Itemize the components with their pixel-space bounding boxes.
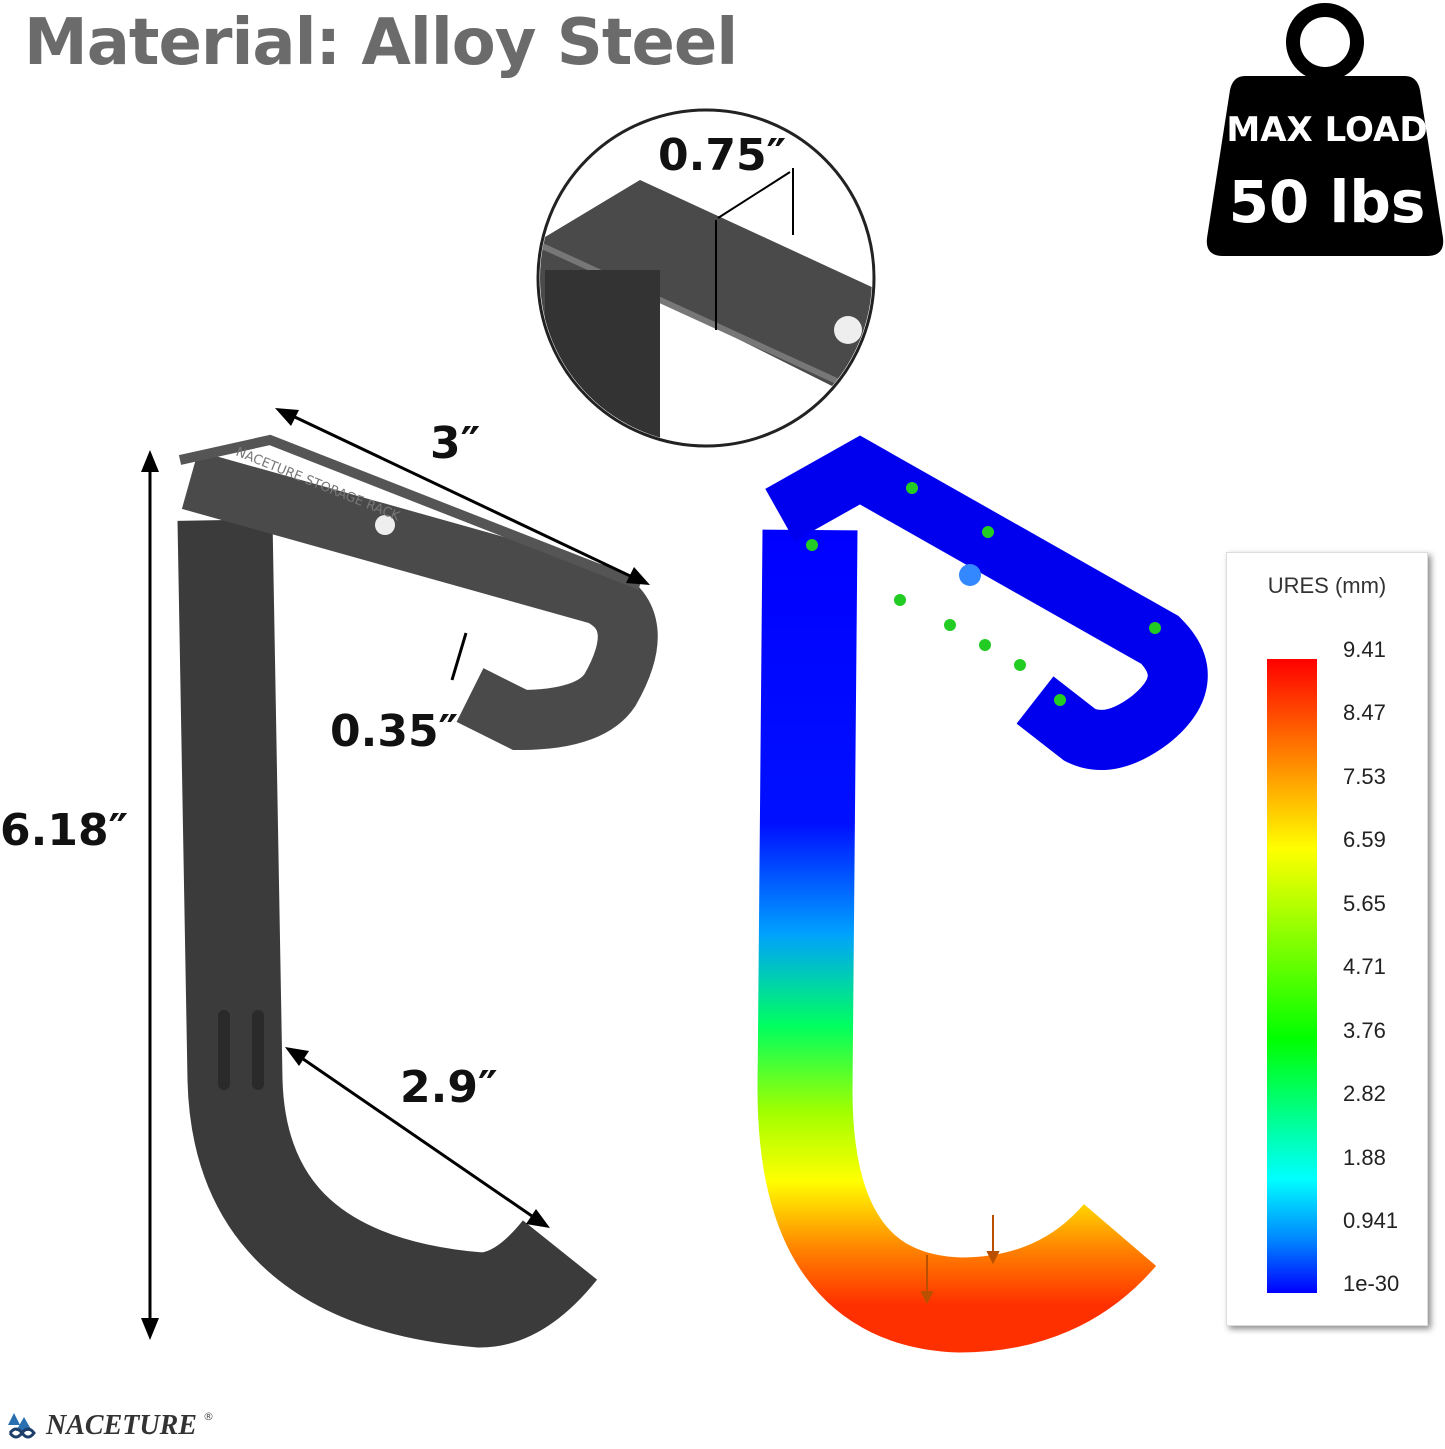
- legend-tick: 8.47: [1343, 700, 1386, 725]
- dim-width-top: 3″: [430, 418, 481, 469]
- weight-icon: [1206, 3, 1444, 256]
- dim-hook-depth: 2.9″: [400, 1062, 498, 1113]
- dim-strap-width: 0.75″: [658, 130, 787, 181]
- registered-mark: ®: [202, 1410, 214, 1423]
- color-scale-bar: [1267, 659, 1317, 1293]
- legend-tick: 4.71: [1343, 954, 1386, 979]
- dimension-lines: [141, 408, 650, 1340]
- strap-detail-callout: [536, 108, 876, 448]
- legend-tick: 7.53: [1343, 764, 1386, 789]
- brand-logo: NACETURE ®: [6, 1410, 214, 1442]
- hook-fea-simulation: [757, 435, 1208, 1353]
- max-load-label: MAX LOAD: [1226, 110, 1428, 150]
- dim-height: 6.18″: [0, 805, 129, 856]
- legend-tick: 6.59: [1343, 827, 1386, 852]
- legend-tick: 0.941: [1343, 1208, 1399, 1233]
- legend-tick: 1e-30: [1343, 1271, 1400, 1296]
- max-load-value: 50 lbs: [1228, 168, 1426, 236]
- brand-name: NACETURE: [46, 1410, 197, 1441]
- legend-tick: 5.65: [1343, 891, 1386, 916]
- brand-mark-icon: [8, 1413, 36, 1439]
- page-title: Material: Alloy Steel: [24, 6, 738, 80]
- legend-title: URES (mm): [1267, 573, 1387, 598]
- legend-tick: 1.88: [1343, 1145, 1386, 1170]
- legend-tick: 3.76: [1343, 1018, 1386, 1043]
- dim-thickness: 0.35″: [330, 706, 459, 757]
- hook-dimensioned: NACETURE STORAGE RACK: [177, 434, 658, 1348]
- legend-tick: 2.82: [1343, 1081, 1386, 1106]
- displacement-legend: URES (mm) 9.41 8.47 7.53 6.59 5.65 4.71 …: [1226, 552, 1428, 1326]
- legend-tick: 9.41: [1343, 637, 1386, 662]
